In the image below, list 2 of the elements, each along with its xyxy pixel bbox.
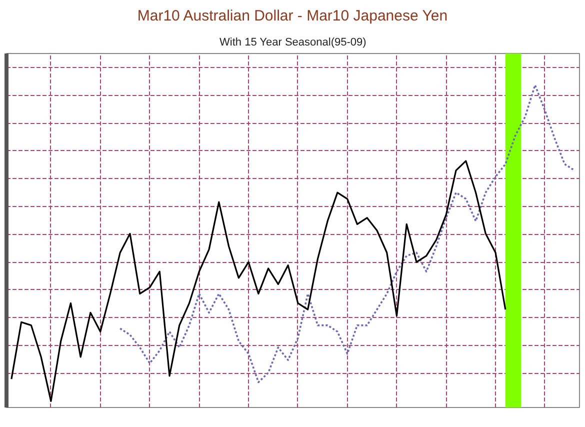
chart-title: Mar10 Australian Dollar - Mar10 Japanese Yen	[137, 8, 448, 24]
chart-subtitle: With 15 Year Seasonal(95-09)	[220, 36, 366, 48]
